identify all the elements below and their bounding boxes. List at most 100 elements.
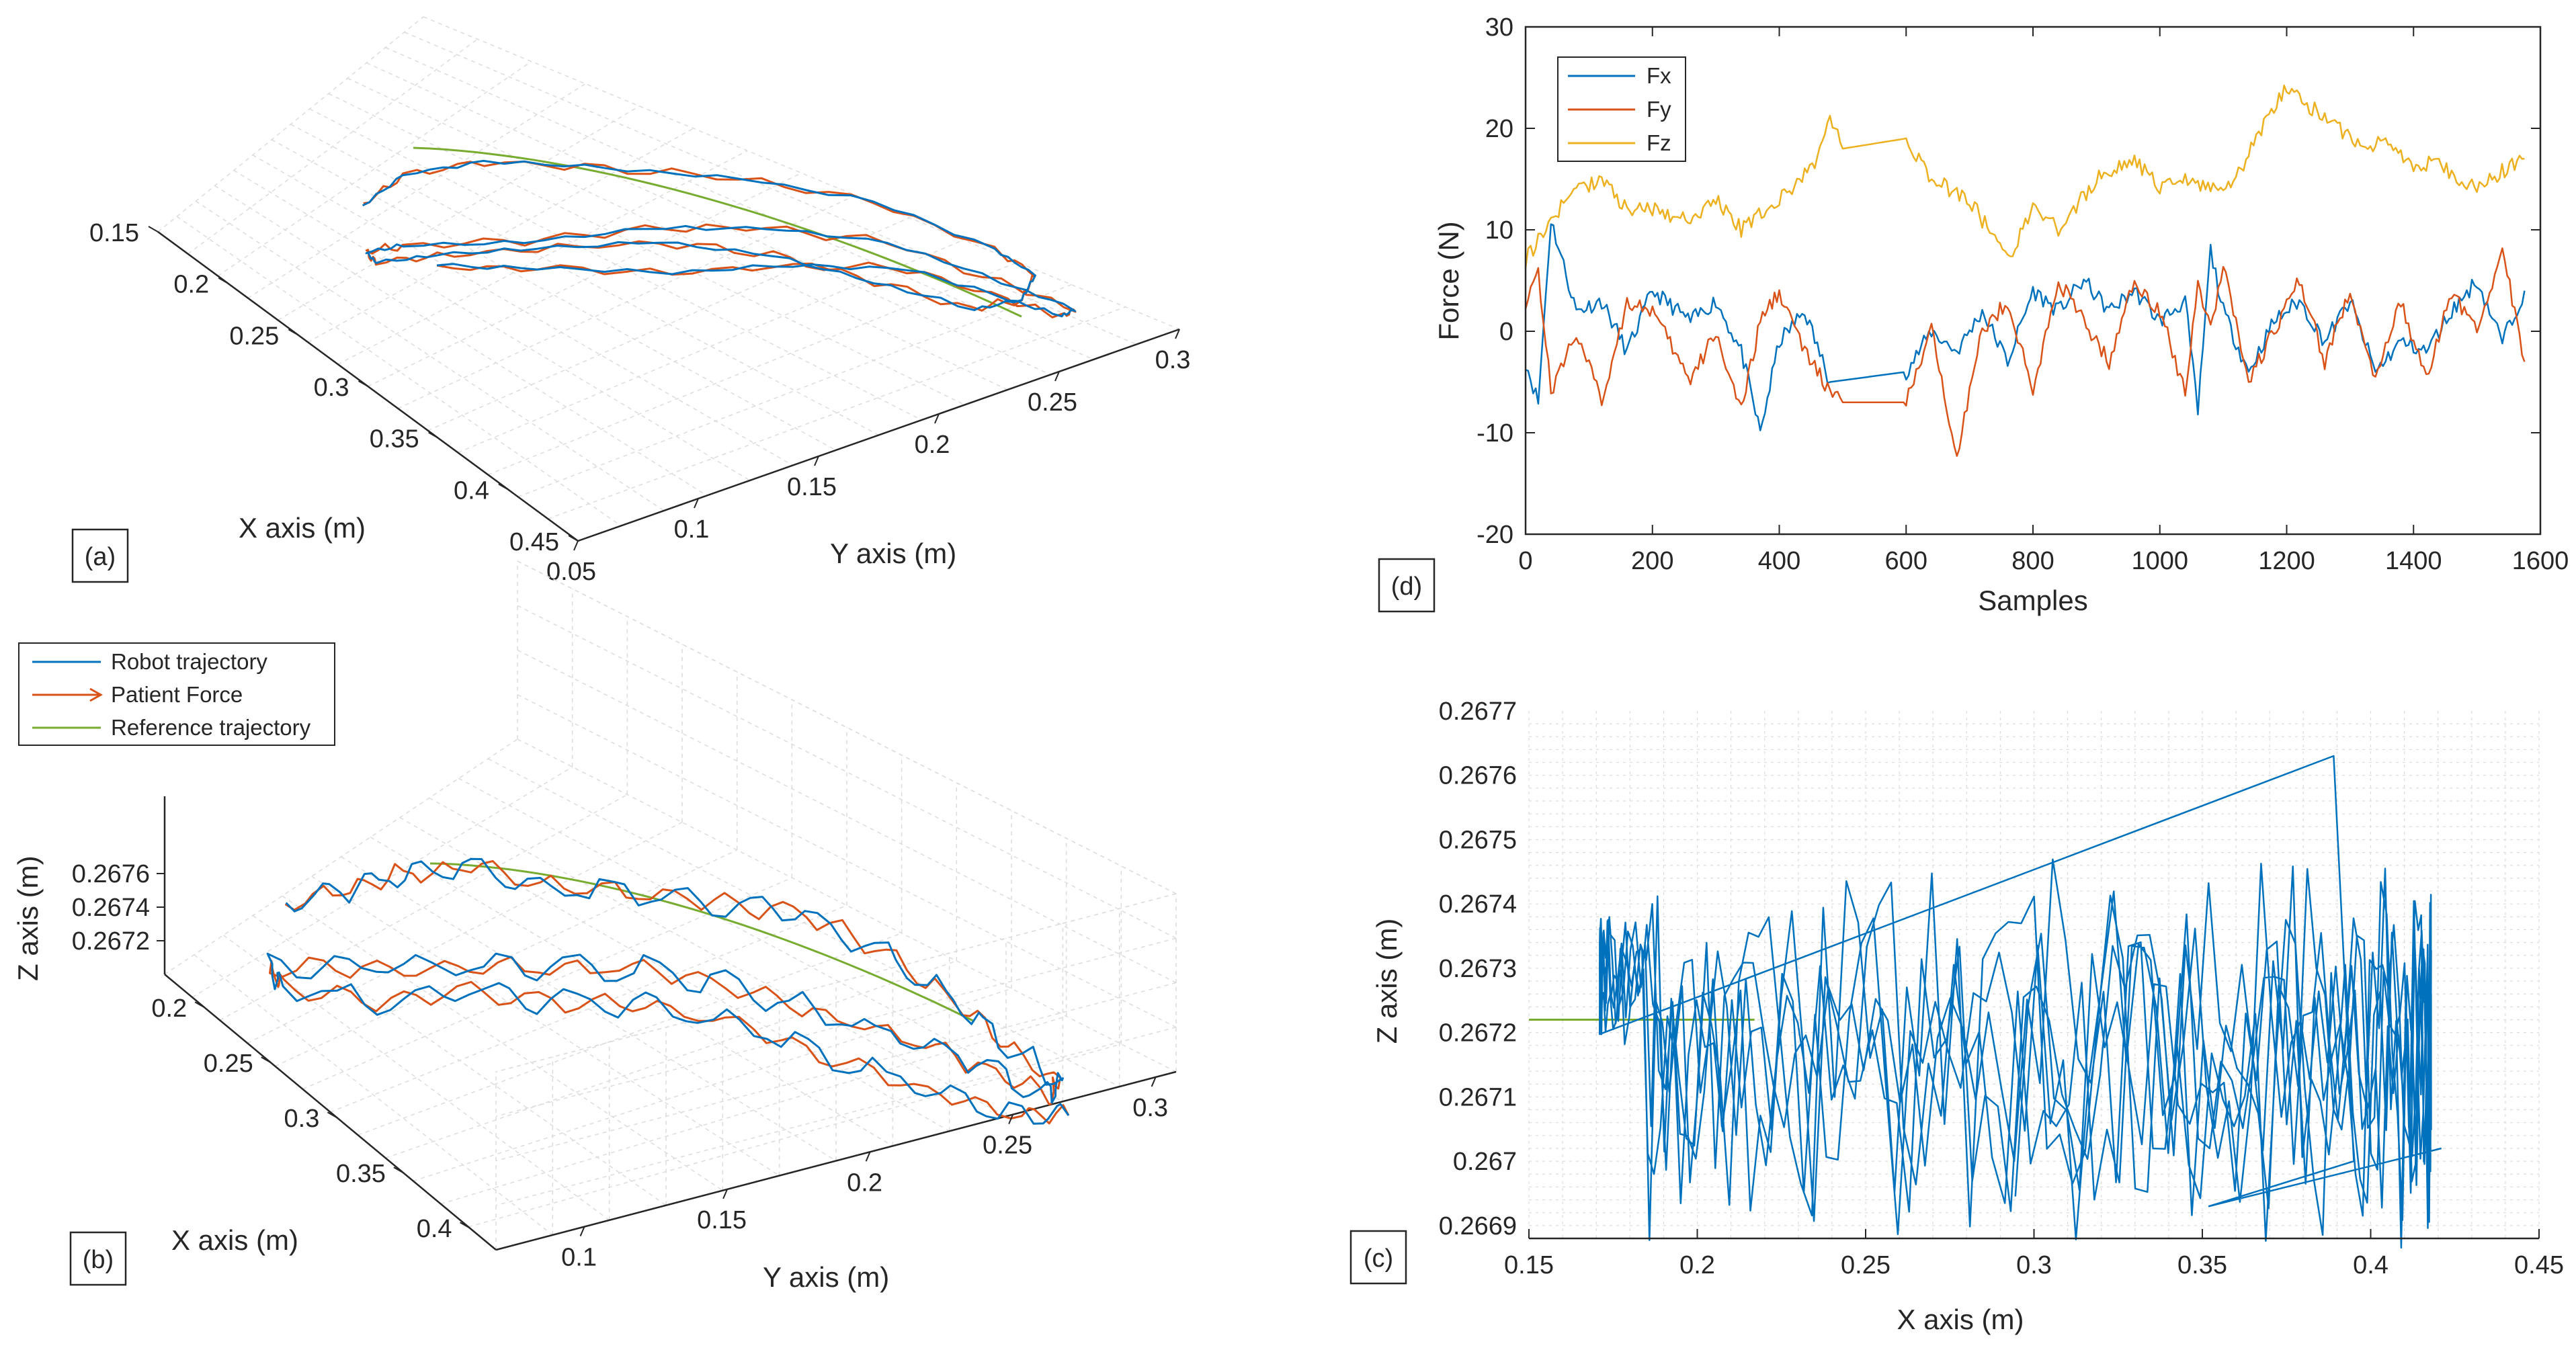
- panel-b-ylabel: Y axis (m): [763, 1261, 889, 1293]
- floor-grid-line: [517, 284, 1072, 497]
- legend-fy: Fy: [1647, 97, 1671, 122]
- y-tick-label: 0.267: [1453, 1148, 1517, 1176]
- x-tick-label: 0.4: [454, 476, 489, 505]
- x-tick-label: 0.2: [151, 995, 187, 1023]
- y-tick-label: 0.15: [697, 1206, 747, 1234]
- panel-c-series: [1529, 755, 2442, 1249]
- panel-d-label-box: [1378, 558, 1436, 613]
- legend-fz: Fz: [1647, 130, 1671, 155]
- y-tick-label: 0.2675: [1439, 826, 1517, 854]
- y-tick-label: 0.2672: [1439, 1019, 1517, 1048]
- x-tick-mark: [261, 1056, 272, 1064]
- panel-a-grid: [157, 16, 1180, 542]
- x-tick-label: 0.45: [2514, 1251, 2564, 1279]
- y-tick-label: 0.3: [1132, 1094, 1168, 1122]
- floor-grid-line: [440, 1015, 1067, 1205]
- panel-d-force-plot: 0 200 400 600 800 1000 1200 1400 1600 -20 -10 0 10 2…: [1378, 13, 2569, 616]
- x-tick-mark: [460, 1222, 470, 1229]
- y-tick-mark: [722, 1189, 728, 1199]
- robot-trajectory-line: [1598, 755, 2442, 1249]
- y-tick-label: 20: [1485, 115, 1513, 143]
- robot-trajectory-line: [362, 159, 1077, 318]
- floor-grid-line: [487, 758, 1120, 1087]
- y-tick-label: 0.25: [983, 1132, 1032, 1160]
- patient-force-trace: [363, 161, 1077, 319]
- panel-a-ylabel: Y axis (m): [830, 538, 956, 569]
- x-tick-label: 1000: [2131, 547, 2188, 575]
- x-tick-label: 0.35: [2177, 1251, 2227, 1279]
- x-tick-label: 0.35: [370, 425, 419, 454]
- y-tick-label: 0.2: [847, 1169, 882, 1197]
- legend-fx: Fx: [1647, 63, 1671, 88]
- x-tick-mark: [393, 1167, 404, 1174]
- x-tick-mark: [428, 431, 439, 439]
- panel-b-legend: Robot trajectory Patient Force Reference…: [18, 642, 335, 746]
- floor-grid-line: [458, 777, 1063, 1102]
- panel-d-ylabel: Force (N): [1433, 221, 1464, 340]
- panel-d-xlabel: Samples: [1978, 585, 2087, 616]
- floor-grid-line: [278, 105, 640, 321]
- y-tick-mark: [865, 1151, 871, 1162]
- panel-b-zlabel: Z axis (m): [12, 855, 44, 981]
- x-tick-label: 0.4: [417, 1215, 452, 1243]
- series-fx-line: [1525, 223, 2526, 431]
- series-fy-line: [1524, 247, 2526, 457]
- y-tick-label: 0.2673: [1439, 955, 1517, 983]
- reference-trajectory-line: [429, 862, 975, 1023]
- panel-c-label: (c): [1364, 1244, 1393, 1273]
- x-tick-label: 400: [1758, 547, 1800, 575]
- panel-b-trajectories: [266, 857, 1070, 1125]
- y-axis-line: [495, 1070, 1177, 1251]
- y-tick-label: -10: [1477, 419, 1513, 448]
- y-tick-mark: [694, 498, 699, 509]
- panel-d-legend: Fx Fy Fz: [1557, 56, 1686, 162]
- floor-grid-line: [311, 876, 780, 1177]
- panel-c-label-box: [1349, 1230, 1407, 1285]
- y-tick-label: 0.2669: [1439, 1212, 1517, 1240]
- x-tick-label: 0.2: [1679, 1251, 1715, 1279]
- panel-a-x-ticks: 0.15 0.2 0.25 0.3 0.35 0.4 0.45: [89, 219, 579, 556]
- x-tick-mark: [288, 329, 298, 336]
- x-tick-label: 200: [1631, 547, 1673, 575]
- panel-a-label: (a): [85, 543, 116, 571]
- floor-grid-line: [309, 108, 922, 421]
- x-tick-label: 800: [2011, 547, 2054, 575]
- panel-c-xlabel: X axis (m): [1897, 1304, 2024, 1335]
- panel-b-grid: [164, 560, 1177, 1251]
- floor-grid-line: [458, 239, 964, 454]
- y-tick-mark: [1008, 1114, 1014, 1124]
- panel-a-3d-plot: 0.15 0.2 0.25 0.3 0.35 0.4 0.45 0.05 0.1 0.15 0.2…: [71, 16, 1190, 586]
- x-tick-mark: [148, 226, 159, 232]
- y-tick-label: -20: [1477, 521, 1513, 549]
- x-tick-label: 600: [1885, 547, 1927, 575]
- floor-grid-line: [487, 261, 1018, 476]
- floor-grid-line: [468, 1044, 1122, 1228]
- floor-grid-line: [214, 185, 708, 497]
- floor-grid-line: [217, 60, 532, 277]
- panel-b-label: (b): [83, 1246, 114, 1274]
- floor-grid-line: [404, 32, 1137, 345]
- y-tick-mark: [1151, 1076, 1157, 1087]
- reference-trajectory-line: [413, 146, 1022, 318]
- panel-c-2d-plot: 0.15 0.2 0.25 0.3 0.35 0.4 0.45 0.26690.2670.2…: [1349, 697, 2564, 1335]
- legend-patient-force-arrowhead-icon: [89, 687, 103, 702]
- x-tick-mark: [568, 535, 579, 542]
- x-tick-label: 1400: [2385, 547, 2442, 575]
- panel-a-trajectories: [362, 146, 1077, 319]
- panel-c-y-ticks: 0.2669 0.267 0.2671 0.2672 0.2673 0.2674 0.267…: [1439, 697, 1517, 1240]
- robot-trajectory-line: [266, 857, 1070, 1125]
- y-tick-label: 0.2677: [1439, 697, 1517, 726]
- floor-grid-line: [176, 216, 622, 527]
- floor-grid-line: [347, 77, 1008, 390]
- y-tick-label: 0.2: [915, 431, 950, 459]
- y-tick-mark: [814, 456, 819, 466]
- x-tick-mark: [194, 1001, 205, 1009]
- x-tick-label: 0.15: [1504, 1251, 1554, 1279]
- floor-grid-line: [429, 797, 1007, 1117]
- x-tick-label: 0.25: [1841, 1251, 1891, 1279]
- patient-force-trace: [269, 860, 1070, 1125]
- x-tick-mark: [358, 380, 368, 387]
- x-tick-label: 0.35: [336, 1160, 386, 1188]
- floor-grid-line: [192, 766, 573, 998]
- y-tick-label: 0.2676: [1439, 762, 1517, 790]
